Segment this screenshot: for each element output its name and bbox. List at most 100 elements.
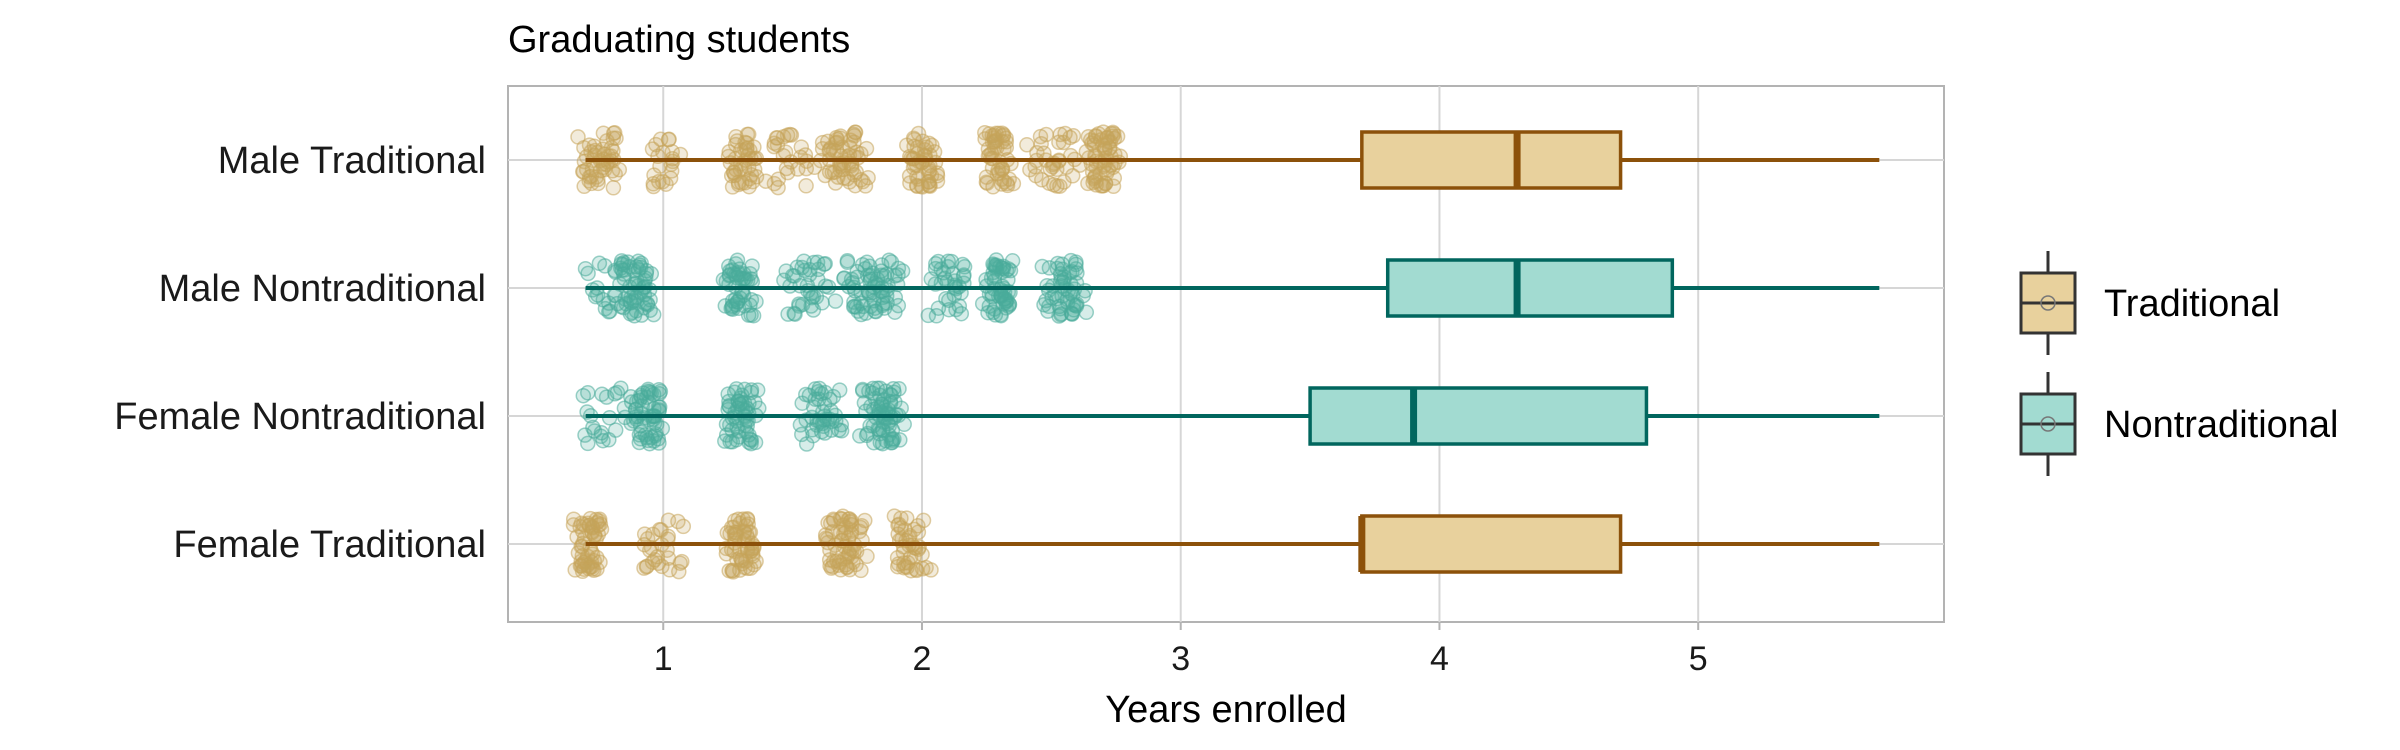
point [817,255,833,272]
point [1067,297,1084,314]
point [595,432,611,449]
point [620,254,636,270]
legend-item-nontraditional: Nontraditional [2019,372,2338,476]
point [986,139,1003,156]
point [580,385,596,401]
point [978,169,995,185]
box-iqr [1360,514,1623,574]
point [579,548,596,565]
point [858,140,875,157]
point [648,416,665,433]
point [736,381,753,398]
point [724,299,740,315]
point [586,423,603,439]
point [590,175,606,192]
point [891,516,907,533]
point [832,162,848,178]
point [918,559,934,576]
x-axis-label: Years enrolled [1105,689,1347,731]
points-male-nontraditional [577,252,1095,324]
point [1034,258,1051,275]
point [732,161,749,178]
point [875,295,891,312]
point [606,125,623,141]
point [660,512,677,528]
x-tick-label: 5 [1689,640,1708,678]
point [930,300,947,316]
point [1001,296,1017,312]
point [577,260,594,277]
point [1033,135,1049,152]
box-iqr [1360,130,1623,190]
point [956,259,973,275]
point [980,304,996,321]
point [661,562,678,578]
point [746,161,763,178]
point [640,394,657,411]
point [587,142,603,159]
y-tick-label: Female Traditional [173,524,486,566]
point [607,422,624,438]
point [780,306,796,322]
point [638,559,655,575]
point [884,432,901,449]
point [794,259,810,276]
point [890,267,906,283]
y-tick-label: Female Nontraditional [114,396,486,438]
point [834,139,851,155]
point [1034,172,1050,188]
y-tick-labels: Male Traditional Male Nontraditional Femal… [114,140,486,566]
point [580,435,596,452]
point [1056,271,1072,288]
point [661,131,677,148]
point [836,270,852,287]
box-iqr [1385,258,1675,318]
point [810,384,826,400]
point [832,510,849,527]
point [916,141,933,158]
point [823,515,839,532]
point [798,178,814,194]
point [992,307,1009,323]
point [720,386,736,402]
box-iqr [1308,386,1649,446]
point [730,511,747,527]
point [1102,140,1118,156]
point [567,562,583,578]
y-tick-label: Male Traditional [218,140,486,182]
point [896,559,912,576]
point [804,422,820,438]
point [1029,144,1045,161]
y-tick-label: Male Nontraditional [159,268,486,310]
point [1049,291,1065,307]
point [742,142,758,159]
point [722,417,738,433]
point [637,427,654,443]
x-tick-label: 3 [1171,640,1190,678]
point [1041,175,1057,191]
x-tick-label: 2 [913,640,932,678]
point [1087,127,1104,144]
point [742,265,758,282]
point [854,381,871,398]
legend-key-point [2040,416,2056,432]
point [851,523,868,540]
point [1064,306,1080,322]
point [737,175,753,191]
point [983,270,1000,286]
point [570,129,586,145]
point [658,176,674,192]
point [576,178,592,195]
point [839,252,856,269]
box-male-nontraditional [585,258,1880,318]
point [728,161,744,178]
point [675,518,692,535]
point [671,563,687,580]
point [852,428,868,444]
point [782,126,798,143]
point [778,263,794,279]
box-male-traditional [585,130,1880,190]
point [591,255,608,272]
point [570,545,587,561]
